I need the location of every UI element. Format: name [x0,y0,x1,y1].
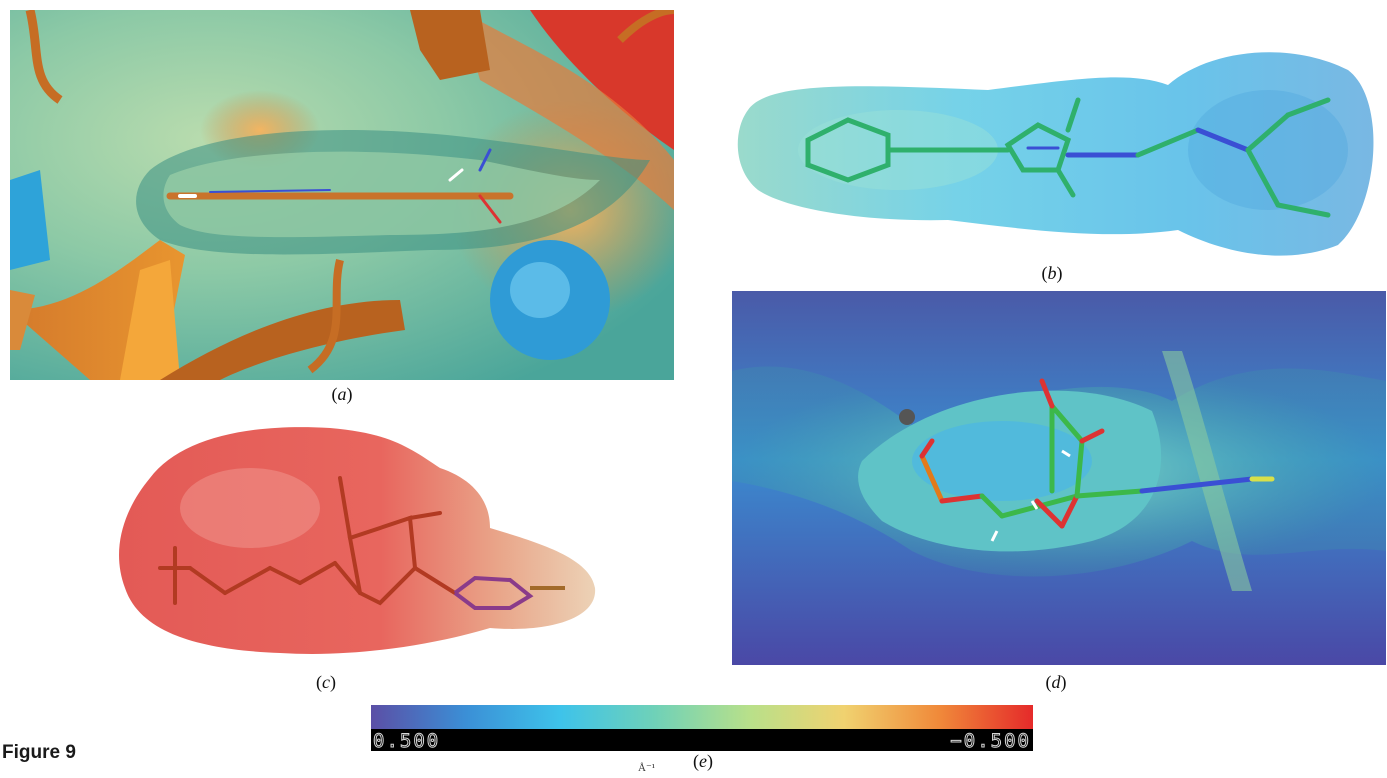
caption-open-paren: ( [693,751,699,771]
panel-e-caption: (e) [673,751,733,772]
panel-d-caption: (d) [1026,672,1086,693]
caption-close-paren: ) [1056,263,1063,283]
caption-letter: c [322,672,330,692]
caption-letter: e [699,751,707,771]
panel-b-image [728,30,1382,260]
caption-open-paren: ( [1045,672,1052,692]
caption-letter: a [337,384,347,404]
scale-max-label: −0.500 [950,730,1031,753]
panel-c-image [110,418,600,660]
unit-fragment: Å⁻¹ [638,762,656,774]
panel-c-caption: (c) [296,672,356,693]
caption-letter: b [1047,263,1057,283]
caption-letter: d [1051,672,1061,692]
panel-b-caption: (b) [1022,263,1082,284]
panel-d-image [732,291,1386,665]
caption-close-paren: ) [707,751,713,771]
scale-min-label: 0.500 [372,730,441,753]
figure-title: Figure 9 [2,742,76,763]
caption-open-paren: ( [316,672,322,692]
caption-close-paren: ) [346,384,353,404]
color-scale-labels: 0.500 −0.500 [371,729,1033,753]
caption-open-paren: ( [331,384,338,404]
caption-close-paren: ) [330,672,336,692]
caption-open-paren: ( [1041,263,1048,283]
color-scale-bar [371,705,1033,729]
panel-a-image [10,10,674,380]
caption-close-paren: ) [1060,672,1067,692]
panel-a-caption: (a) [312,384,372,405]
